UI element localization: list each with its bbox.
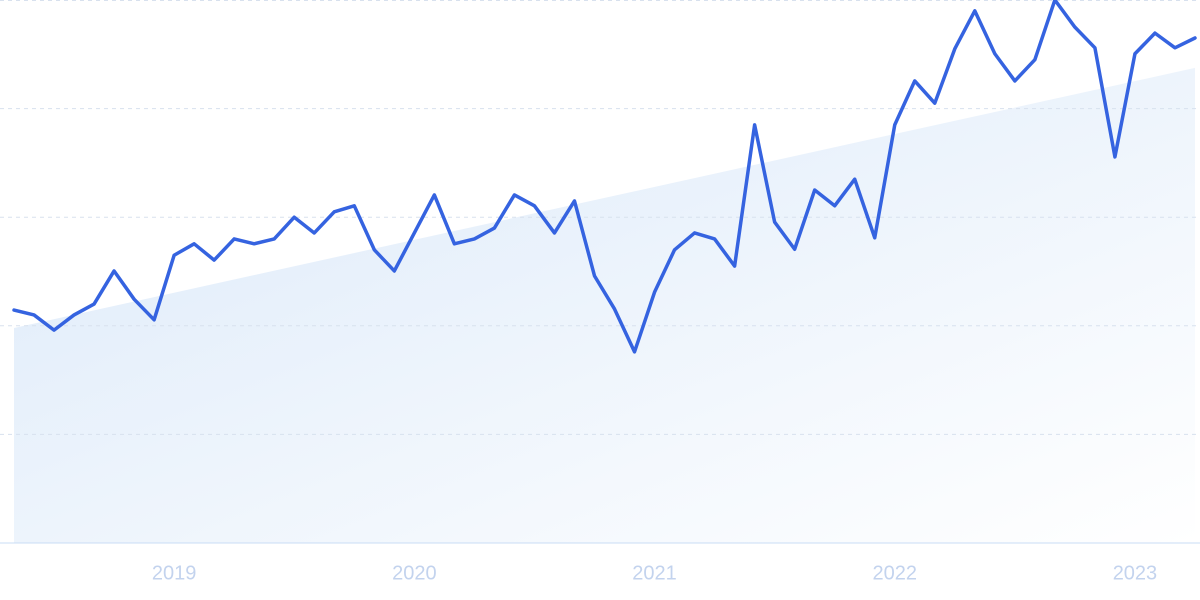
x-tick-label: 2019 [152, 562, 197, 584]
trend-area [14, 67, 1195, 543]
x-tick-label: 2021 [632, 562, 677, 584]
x-tick-label: 2020 [392, 562, 437, 584]
x-tick-label: 2023 [1113, 562, 1158, 584]
data-line [12, 0, 1197, 354]
x-tick-label: 2022 [872, 562, 917, 584]
